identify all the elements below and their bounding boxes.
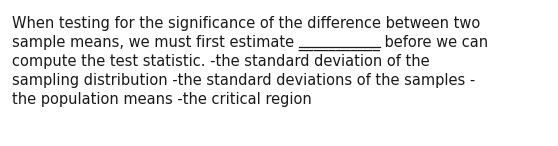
Text: When testing for the significance of the difference between two: When testing for the significance of the… (12, 16, 480, 31)
Text: the population means -the critical region: the population means -the critical regio… (12, 92, 312, 107)
Text: sampling distribution -the standard deviations of the samples -: sampling distribution -the standard devi… (12, 73, 475, 88)
Text: compute the test statistic. -the standard deviation of the: compute the test statistic. -the standar… (12, 54, 430, 69)
Text: sample means, we must first estimate ___________ before we can: sample means, we must first estimate ___… (12, 35, 488, 51)
